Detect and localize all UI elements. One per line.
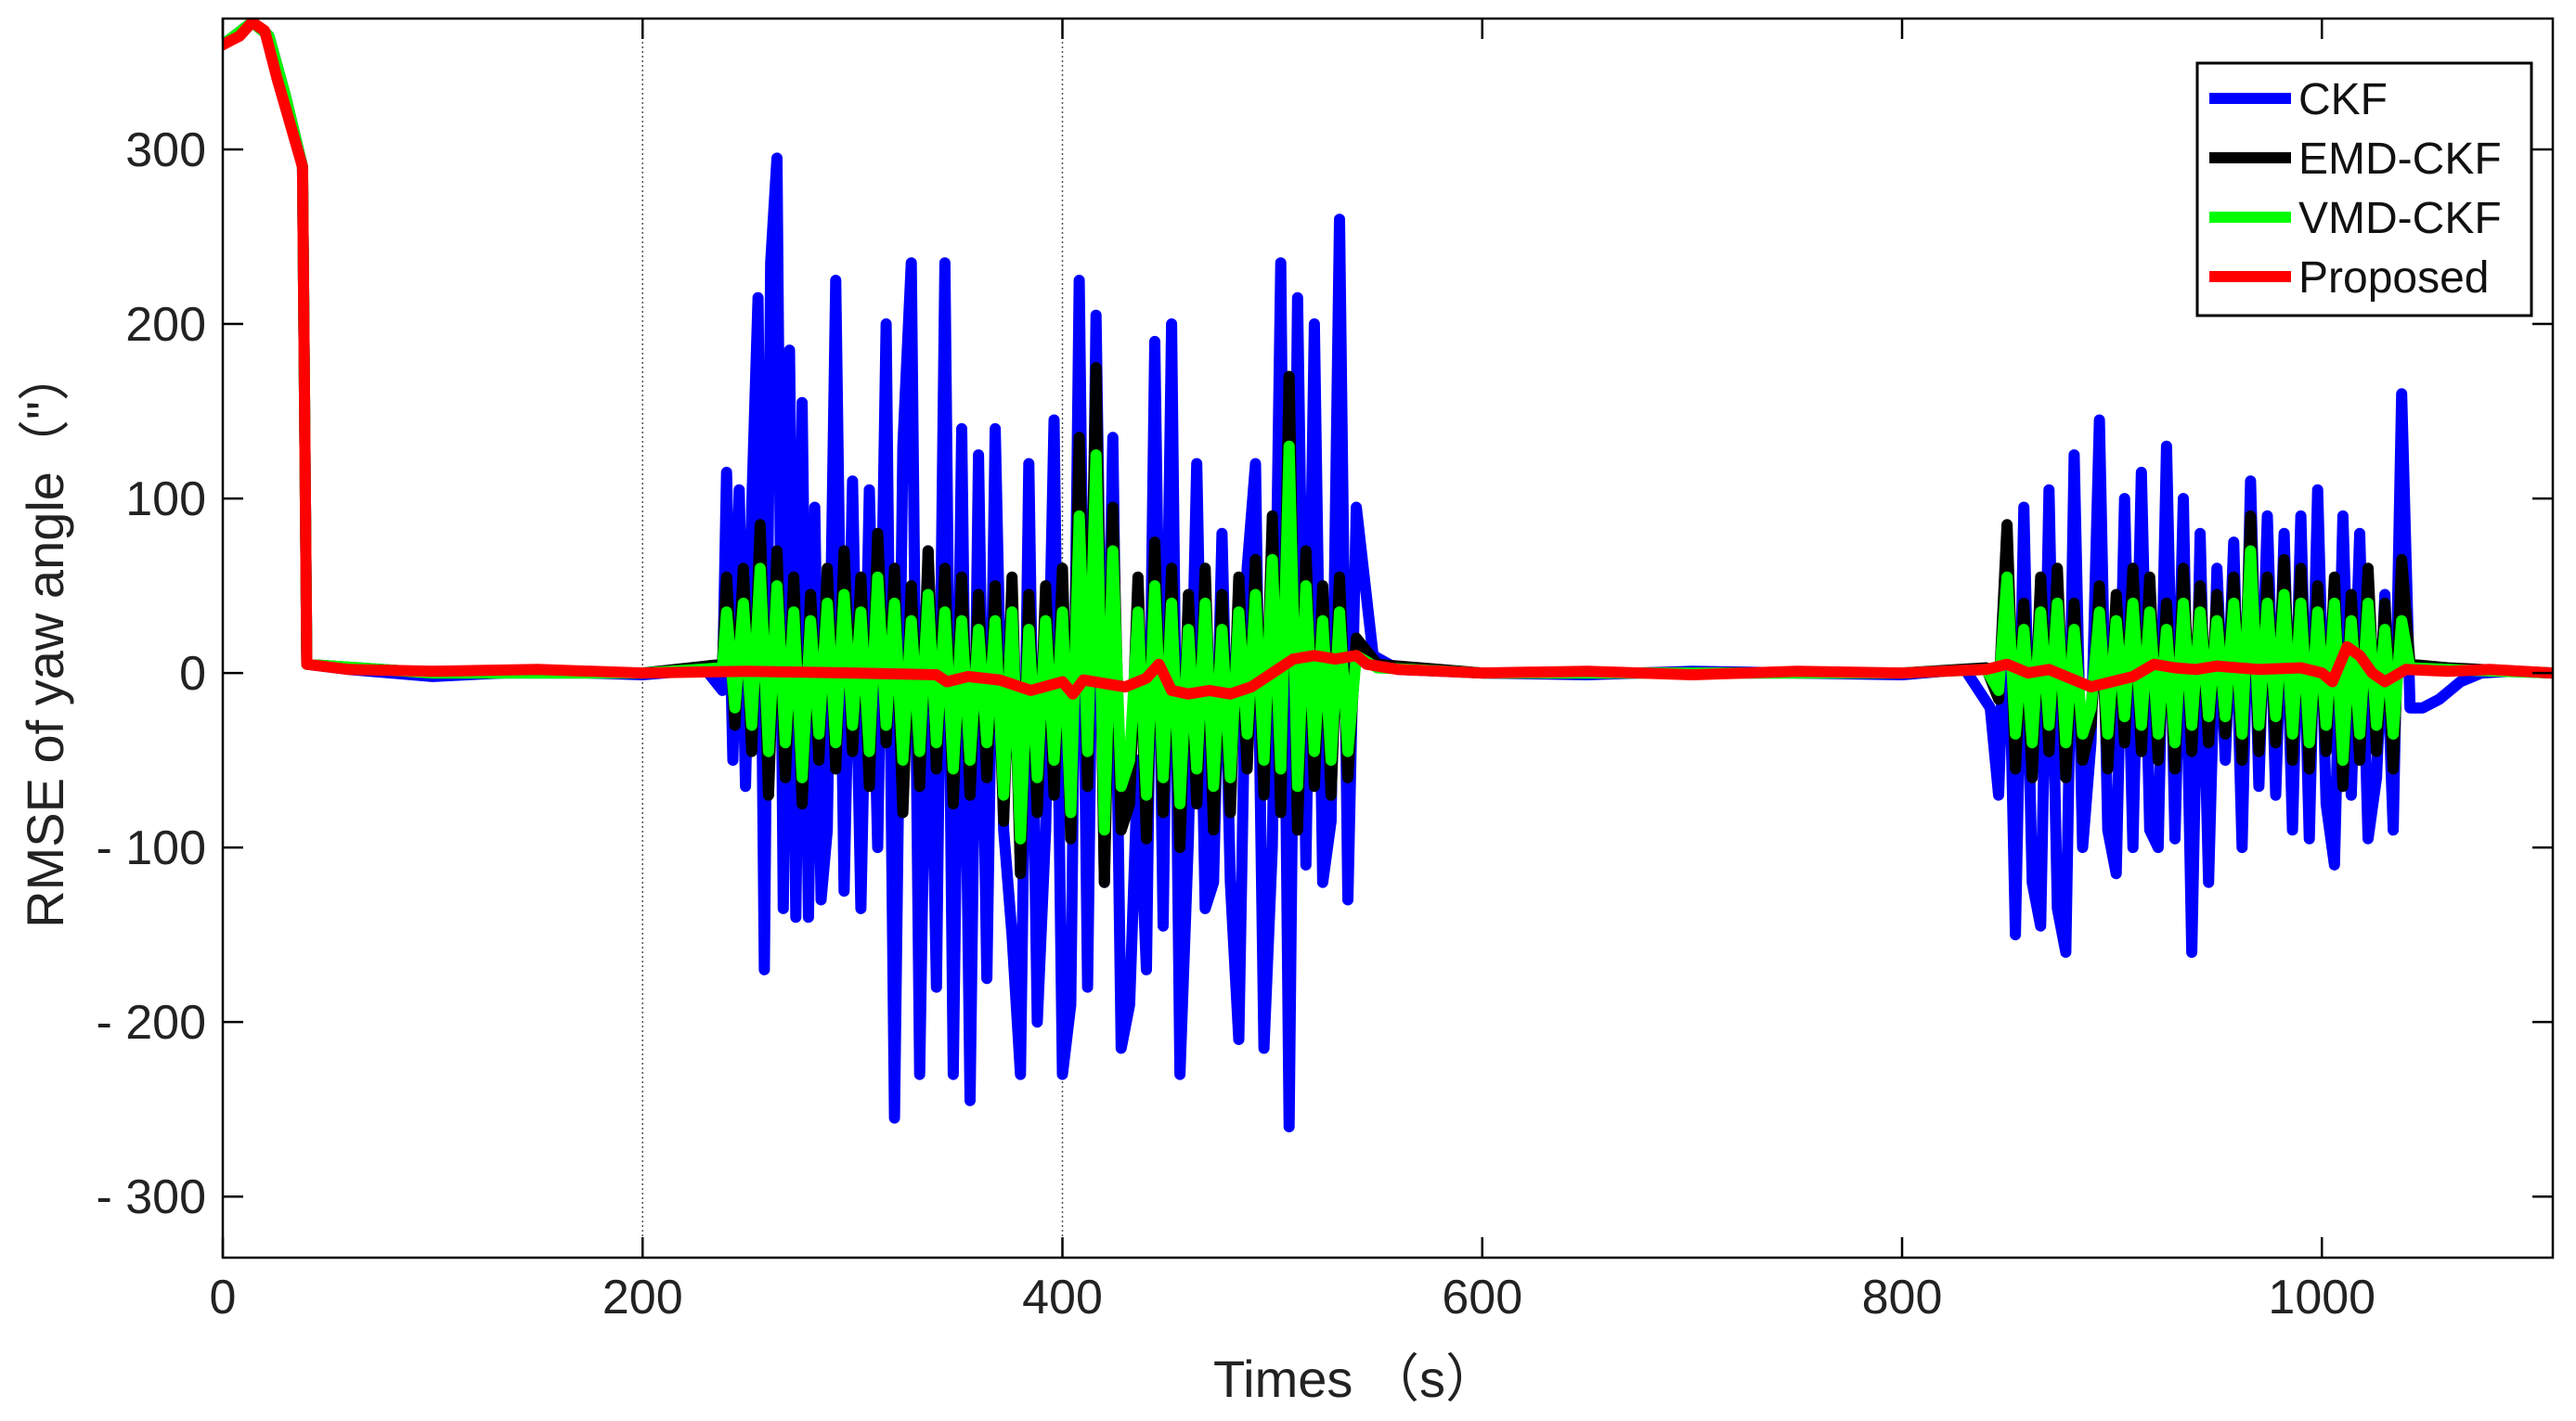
x-axis-label: Times （s） [1213, 1350, 1497, 1408]
x-axis-ticks: 0 200 400 600 800 1000 [210, 19, 2375, 1324]
legend-label-emd-ckf: EMD-CKF [2298, 135, 2502, 184]
x-tick-label: 600 [1442, 1271, 1522, 1324]
x-tick-label: 200 [602, 1271, 683, 1324]
y-tick-label: 200 [125, 298, 206, 352]
series-line-proposed [223, 19, 2553, 700]
y-tick-label: 100 [125, 472, 206, 526]
x-tick-label: 0 [210, 1271, 237, 1324]
y-tick-label: - 200 [96, 996, 206, 1050]
y-tick-label: - 300 [96, 1170, 206, 1224]
y-tick-label: - 100 [96, 821, 206, 875]
x-tick-label: 1000 [2268, 1271, 2375, 1324]
legend-label-vmd-ckf: VMD-CKF [2298, 194, 2502, 243]
y-tick-label: 300 [125, 123, 206, 177]
x-tick-label: 800 [1862, 1271, 1943, 1324]
legend: CKF EMD-CKF VMD-CKF Proposed [2195, 61, 2533, 317]
legend-label-ckf: CKF [2298, 75, 2388, 124]
series-line-vmd-ckf [223, 19, 2553, 845]
series-line-ckf [223, 19, 2553, 1132]
x-tick-label: 400 [1022, 1271, 1103, 1324]
series-layer [223, 19, 2553, 1132]
y-tick-label: 0 [179, 647, 206, 701]
y-axis-label: RMSE of yaw angle（"） [16, 349, 74, 928]
y-axis-ticks: - 300 - 200 - 100 0 100 200 300 [96, 123, 2553, 1224]
plot-frame [221, 17, 2555, 1260]
legend-label-proposed: Proposed [2298, 253, 2489, 303]
